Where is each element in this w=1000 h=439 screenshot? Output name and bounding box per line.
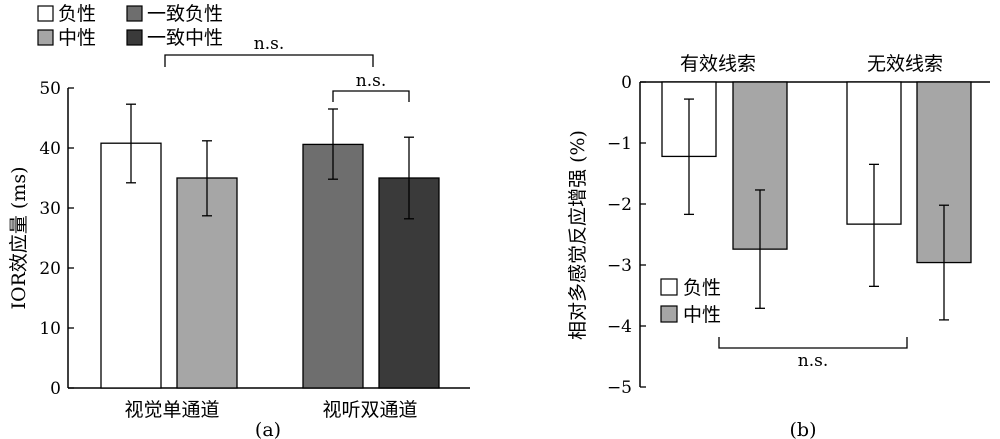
panel-a-axes: 0 10 20 30 40 50 xyxy=(39,79,470,399)
bar xyxy=(302,143,364,389)
legend-label: 中性 xyxy=(683,304,721,326)
y-tick-label: 10 xyxy=(39,319,61,339)
panel-b-bars xyxy=(661,81,972,321)
legend-swatch xyxy=(660,305,678,323)
ns-label-neutral-bars: n.s. xyxy=(798,351,828,371)
bracket-within-audiovisual xyxy=(332,90,410,102)
panel-a-ylabel: IOR效应量 (ms) xyxy=(8,166,30,309)
y-tick-label: 40 xyxy=(39,139,61,159)
panel-b-significance-bracket: n.s. xyxy=(718,337,908,371)
y-tick-label: 30 xyxy=(39,199,61,219)
legend-label: 一致负性 xyxy=(147,3,223,25)
legend-swatch xyxy=(126,5,143,22)
y-tick-label: 50 xyxy=(39,79,61,99)
legend-label: 负性 xyxy=(58,3,96,25)
y-tick-label: −1 xyxy=(607,134,632,154)
y-tick-label: 0 xyxy=(621,73,632,93)
y-tick-label: −2 xyxy=(607,195,632,215)
legend-label: 中性 xyxy=(58,27,96,49)
y-tick-label: 0 xyxy=(50,379,61,399)
legend-swatch xyxy=(37,5,54,22)
ns-label-within-audiovisual: n.s. xyxy=(356,71,386,91)
bar xyxy=(100,142,162,389)
legend-label: 一致中性 xyxy=(147,27,223,49)
panel-b-ylabel: 相对多感觉反应增强 (%) xyxy=(567,130,589,340)
panel-a-group-label-0: 视觉单通道 xyxy=(124,399,219,421)
y-tick-label: 20 xyxy=(39,259,61,279)
y-tick-label: −5 xyxy=(607,378,632,398)
panel-b-group-label-1: 无效线索 xyxy=(867,53,943,75)
legend-swatch xyxy=(37,29,54,46)
panel-a-label: (a) xyxy=(255,419,281,439)
panel-a-bars xyxy=(100,103,440,389)
bracket-between-groups xyxy=(164,54,374,67)
legend-swatch xyxy=(660,278,678,296)
legend-label: 负性 xyxy=(683,277,721,299)
ns-label-between-groups: n.s. xyxy=(254,34,284,54)
panel-b-group-label-0: 有效线索 xyxy=(680,53,756,75)
panel-b-label: (b) xyxy=(790,419,817,439)
bracket-neutral-bars xyxy=(718,337,908,349)
panel-a-significance-brackets: n.s. n.s. xyxy=(164,34,410,102)
legend-swatch xyxy=(126,29,143,46)
panel-a-group-label-1: 视听双通道 xyxy=(322,399,417,421)
y-tick-label: −3 xyxy=(607,256,632,276)
y-tick-label: −4 xyxy=(607,317,632,337)
